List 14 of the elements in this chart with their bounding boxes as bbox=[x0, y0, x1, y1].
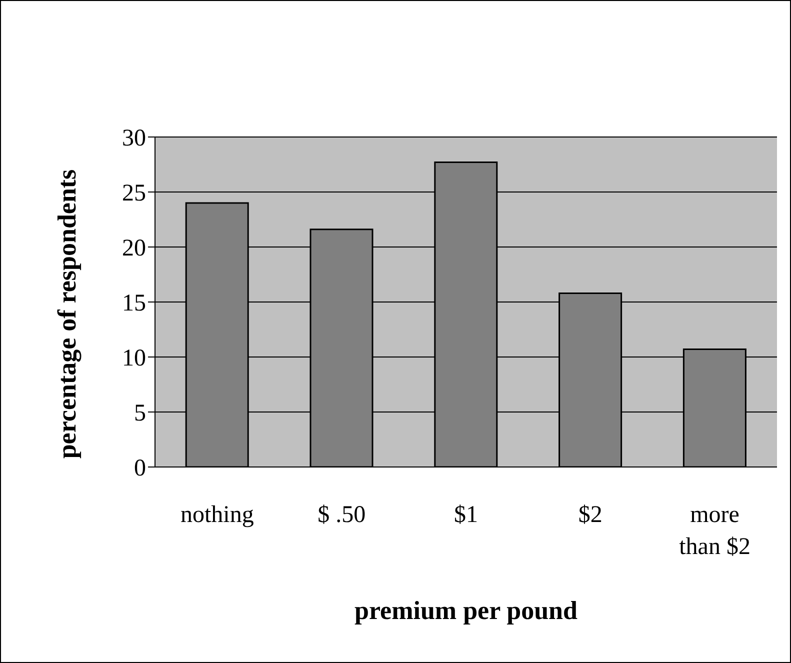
x-tick-label: more than $2 bbox=[679, 502, 750, 560]
y-tick-label: 10 bbox=[122, 346, 146, 372]
x-tick-label: $ .50 bbox=[318, 502, 366, 528]
y-tick-label: 0 bbox=[134, 456, 146, 482]
y-axis-title: percentage of respondents bbox=[52, 169, 82, 459]
x-tick-label: $2 bbox=[578, 502, 602, 528]
y-tick-label: 15 bbox=[122, 290, 146, 317]
x-tick-label: nothing bbox=[180, 502, 254, 528]
y-tick-label: 25 bbox=[122, 180, 146, 207]
y-tick-label: 30 bbox=[122, 126, 146, 152]
y-tick-label: 5 bbox=[134, 400, 146, 427]
x-tick-label: $1 bbox=[454, 502, 478, 528]
x-axis-title: premium per pound bbox=[354, 596, 578, 625]
y-tick-label: 20 bbox=[122, 236, 146, 262]
